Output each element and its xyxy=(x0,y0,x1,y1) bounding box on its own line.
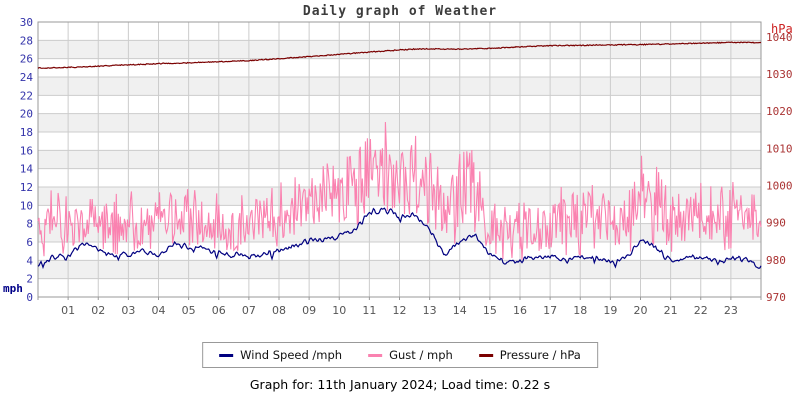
right-axis-tick-label: 1040 xyxy=(766,31,793,44)
right-axis-tick-label: 1010 xyxy=(766,142,793,155)
x-axis-tick-label: 14 xyxy=(453,304,467,317)
x-axis-tick-label: 12 xyxy=(393,304,407,317)
legend-label-gust: Gust / mph xyxy=(389,348,453,362)
x-axis-tick-label: 02 xyxy=(91,304,105,317)
x-axis-tick-label: 23 xyxy=(724,304,738,317)
gust-line-swatch xyxy=(368,353,383,357)
x-axis-tick-label: 15 xyxy=(483,304,497,317)
right-axis-tick-label: 990 xyxy=(766,217,786,230)
x-axis-tick-label: 09 xyxy=(302,304,316,317)
right-axis-tick-label: 970 xyxy=(766,291,786,304)
left-axis-tick-label: 20 xyxy=(20,108,33,121)
right-axis-unit-label: hPa xyxy=(771,22,793,36)
left-axis-tick-label: 2 xyxy=(26,273,33,286)
legend-label-wind: Wind Speed /mph xyxy=(240,348,343,362)
left-axis-tick-label: 10 xyxy=(20,199,33,212)
left-axis-tick-label: 30 xyxy=(20,16,33,29)
left-axis-tick-label: 4 xyxy=(26,254,33,267)
legend-entry-wind: Wind Speed /mph xyxy=(219,348,342,362)
wind-speed-line-swatch xyxy=(219,353,234,357)
right-axis-tick-label: 1020 xyxy=(766,105,793,118)
legend-entry-pressure: Pressure / hPa xyxy=(478,348,581,362)
x-axis-tick-label: 03 xyxy=(121,304,135,317)
plot-area: 0246810121416182022242628309709809901000… xyxy=(20,16,793,317)
left-axis-tick-label: 18 xyxy=(20,126,33,139)
left-axis-tick-label: 12 xyxy=(20,181,33,194)
pressure-series-line xyxy=(37,41,762,69)
left-axis-tick-label: 26 xyxy=(20,53,33,66)
chart-title: Daily graph of Weather xyxy=(302,4,498,19)
x-axis-tick-label: 20 xyxy=(634,304,648,317)
legend: Wind Speed /mph Gust / mph Pressure / hP… xyxy=(202,342,598,368)
x-axis-tick-label: 19 xyxy=(603,304,617,317)
right-axis-tick-label: 1000 xyxy=(766,180,793,193)
left-axis-tick-label: 28 xyxy=(20,34,33,47)
x-axis-tick-label: 01 xyxy=(61,304,75,317)
legend-entry-gust: Gust / mph xyxy=(368,348,453,362)
x-axis-tick-label: 07 xyxy=(242,304,256,317)
x-axis-tick-label: 10 xyxy=(332,304,346,317)
left-axis-tick-label: 8 xyxy=(26,218,33,231)
x-axis-tick-label: 05 xyxy=(182,304,196,317)
right-axis-tick-label: 980 xyxy=(766,254,786,267)
x-axis-tick-label: 17 xyxy=(543,304,557,317)
x-axis-tick-label: 16 xyxy=(513,304,527,317)
left-axis-tick-label: 0 xyxy=(26,291,33,304)
x-axis-tick-label: 04 xyxy=(152,304,166,317)
left-axis-unit-label: mph xyxy=(3,282,23,295)
right-axis-tick-label: 1030 xyxy=(766,68,793,81)
x-axis-tick-label: 08 xyxy=(272,304,286,317)
left-axis-tick-label: 24 xyxy=(20,71,34,84)
x-axis-tick-label: 18 xyxy=(573,304,587,317)
x-axis-tick-label: 11 xyxy=(362,304,376,317)
left-axis-tick-label: 22 xyxy=(20,89,33,102)
x-axis-tick-label: 22 xyxy=(694,304,708,317)
left-axis-tick-label: 16 xyxy=(20,144,33,157)
left-axis-tick-label: 6 xyxy=(26,236,33,249)
legend-label-pressure: Pressure / hPa xyxy=(499,348,581,362)
footer-caption: Graph for: 11th January 2024; Load time:… xyxy=(249,377,551,392)
x-axis-tick-label: 06 xyxy=(212,304,226,317)
wind-speed-series-line xyxy=(37,207,762,270)
x-axis-tick-label: 13 xyxy=(423,304,437,317)
pressure-line-swatch xyxy=(478,353,493,357)
x-axis-tick-label: 21 xyxy=(664,304,678,317)
plot-border xyxy=(37,21,762,298)
left-axis-tick-label: 14 xyxy=(20,163,34,176)
gust-series-line xyxy=(37,121,762,260)
